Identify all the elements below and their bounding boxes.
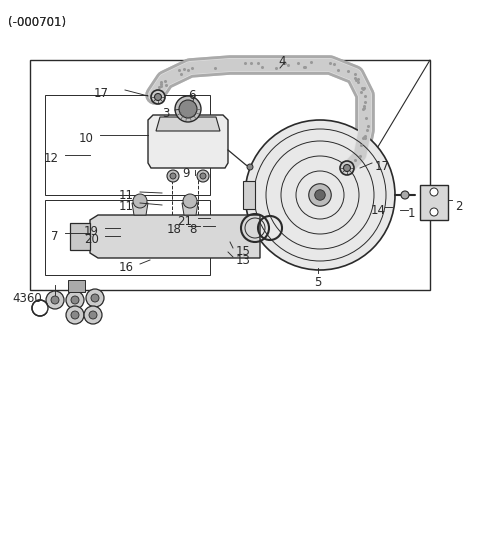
Text: 17: 17 [94, 87, 109, 100]
Circle shape [197, 170, 209, 182]
Polygon shape [182, 203, 198, 215]
Circle shape [51, 296, 59, 304]
Polygon shape [156, 117, 220, 131]
Text: 6: 6 [188, 89, 196, 102]
Text: 8: 8 [190, 223, 197, 236]
Circle shape [340, 161, 354, 175]
Circle shape [170, 173, 176, 179]
Circle shape [179, 100, 197, 118]
Polygon shape [243, 181, 255, 209]
Circle shape [91, 294, 99, 302]
Circle shape [309, 184, 331, 206]
Text: 2: 2 [455, 200, 463, 213]
Circle shape [200, 173, 206, 179]
Circle shape [71, 311, 79, 319]
Circle shape [401, 191, 409, 199]
Bar [30, 60, 430, 290]
Circle shape [151, 90, 165, 104]
Circle shape [71, 296, 79, 304]
Text: 1: 1 [408, 207, 416, 220]
Text: (-000701): (-000701) [8, 16, 66, 29]
Text: 4: 4 [278, 55, 286, 68]
Text: 21: 21 [177, 215, 192, 228]
Text: 15: 15 [236, 245, 251, 258]
Text: 12: 12 [44, 152, 59, 165]
Text: 4360: 4360 [12, 292, 42, 305]
Text: (-000701): (-000701) [8, 16, 66, 29]
Circle shape [430, 208, 438, 216]
Polygon shape [132, 203, 148, 215]
Text: 17: 17 [375, 160, 390, 173]
Polygon shape [90, 215, 260, 258]
Polygon shape [148, 115, 228, 168]
Text: 10: 10 [79, 132, 94, 145]
Circle shape [66, 306, 84, 324]
Text: 14: 14 [371, 204, 386, 217]
Circle shape [245, 120, 395, 270]
Text: 3: 3 [163, 107, 170, 120]
Bar [45, 200, 210, 275]
Circle shape [66, 291, 84, 309]
Circle shape [175, 96, 201, 122]
Polygon shape [420, 185, 448, 220]
Polygon shape [68, 280, 85, 292]
Text: 7: 7 [51, 230, 59, 243]
Circle shape [344, 164, 350, 172]
Circle shape [89, 311, 97, 319]
Text: 11: 11 [119, 200, 134, 213]
Bar [45, 95, 210, 195]
Circle shape [46, 291, 64, 309]
Text: 19: 19 [84, 225, 99, 238]
Circle shape [430, 188, 438, 196]
Text: 16: 16 [119, 261, 134, 274]
Circle shape [155, 94, 161, 100]
Text: 18: 18 [167, 223, 182, 236]
Circle shape [133, 194, 147, 208]
Text: 9: 9 [182, 167, 190, 180]
Circle shape [247, 164, 253, 170]
Circle shape [167, 170, 179, 182]
Circle shape [84, 306, 102, 324]
Polygon shape [70, 223, 90, 250]
Circle shape [86, 289, 104, 307]
Text: 5: 5 [314, 276, 322, 289]
Text: 13: 13 [236, 254, 251, 267]
Circle shape [183, 194, 197, 208]
Circle shape [315, 190, 325, 200]
Text: 20: 20 [84, 233, 99, 246]
Text: 11: 11 [119, 189, 134, 202]
